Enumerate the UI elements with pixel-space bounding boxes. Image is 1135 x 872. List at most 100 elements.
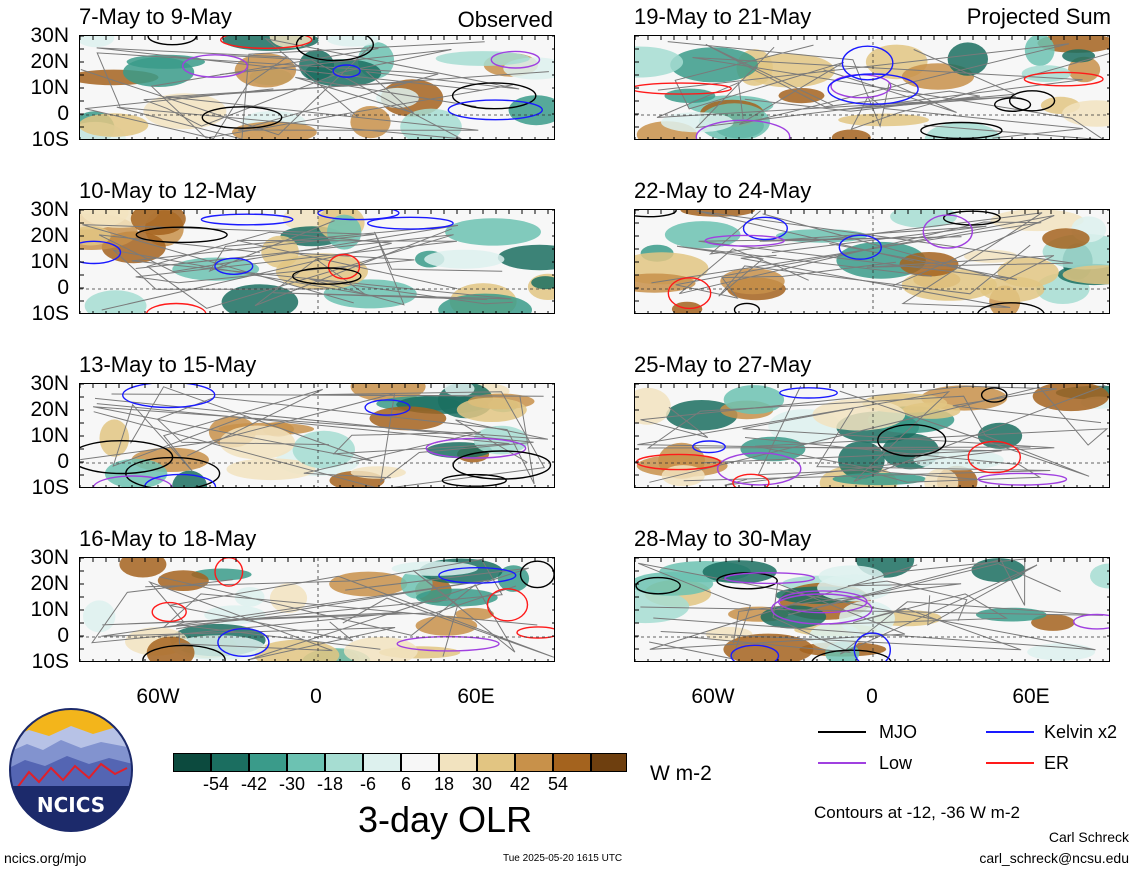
coastline <box>705 44 980 112</box>
map-panel-projected-1 <box>634 35 1110 140</box>
wave-contour <box>811 649 892 661</box>
olr-negative-anomaly <box>391 561 478 576</box>
coastline <box>660 593 1022 651</box>
olr-negative-anomaly <box>171 635 266 660</box>
coastline <box>696 210 1073 281</box>
olr-positive-anomaly <box>80 113 149 137</box>
colorbar-swatch <box>477 753 515 772</box>
wave-contour <box>704 234 785 247</box>
wave-contour <box>122 384 216 409</box>
footer-timestamp: Tue 2025-05-20 1615 UTC <box>503 853 623 864</box>
map-panel-projected-2 <box>634 209 1110 314</box>
map-panel-observed-1 <box>79 35 555 140</box>
wave-contour <box>214 257 254 275</box>
wave-contour <box>201 106 283 129</box>
wave-contour <box>841 45 894 81</box>
coastline <box>80 46 513 139</box>
olr-positive-anomaly <box>1031 614 1075 631</box>
footer-site-link[interactable]: ncics.org/mjo <box>4 850 87 866</box>
lat-label-eq: 0 <box>57 276 69 299</box>
wave-contour <box>145 302 207 313</box>
olr-negative-anomaly <box>435 51 530 66</box>
panel-title-observed-4: 16-May to 18-May <box>79 526 257 551</box>
wave-contour <box>977 472 1068 486</box>
coastline <box>309 231 513 306</box>
lat-label-10s: 10S <box>31 650 69 673</box>
colorbar-tick: -18 <box>316 774 343 794</box>
olr-negative-anomaly <box>444 384 475 397</box>
olr-negative-anomaly <box>760 605 827 629</box>
olr-positive-anomaly <box>720 268 785 295</box>
coastline <box>93 391 546 487</box>
colorbar-tick: 30 <box>471 774 493 794</box>
coastline <box>640 385 1102 438</box>
wave-contour <box>732 473 770 487</box>
legend-line-er <box>986 762 1034 764</box>
olr-negative-anomaly <box>1027 643 1095 661</box>
lon-label-60e-left: 60E <box>457 685 495 708</box>
colorbar-tick: 42 <box>509 774 531 794</box>
wave-contour <box>1023 71 1104 87</box>
map-panel-observed-4 <box>79 557 555 662</box>
olr-positive-anomaly <box>143 93 227 130</box>
olr-negative-anomaly <box>913 449 1004 471</box>
wave-contour <box>80 440 174 475</box>
olr-positive-anomaly <box>1032 384 1109 412</box>
wave-contour <box>332 64 361 78</box>
coastline <box>135 239 458 290</box>
olr-positive-anomaly <box>838 113 929 127</box>
wave-contour <box>977 302 1045 313</box>
olr-negative-anomaly <box>1090 563 1109 589</box>
map-panel-observed-3 <box>79 383 555 488</box>
olr-positive-anomaly <box>455 607 494 621</box>
ncics-logo[interactable]: NCICS <box>9 708 133 832</box>
wave-contour <box>716 452 802 486</box>
lat-label-eq: 0 <box>57 102 69 125</box>
wave-contour <box>920 121 1003 139</box>
coastline <box>145 558 538 629</box>
lat-label-10n: 10N <box>30 250 69 273</box>
coastline <box>112 388 323 472</box>
panel-title-projected-2: 22-May to 24-May <box>634 178 812 203</box>
panel-tag-observed: Observed <box>457 7 553 32</box>
lat-label-10s: 10S <box>31 302 69 325</box>
footer-email[interactable]: carl_schreck@ncsu.edu <box>979 850 1129 866</box>
lon-label-0-left: 0 <box>310 685 322 708</box>
colorbar-units: W m-2 <box>650 762 712 785</box>
olr-negative-anomaly <box>664 221 741 249</box>
lat-label-20n: 20N <box>30 50 69 73</box>
wave-contour <box>425 437 527 459</box>
olr-negative-anomaly <box>947 42 988 76</box>
footer-author: Carl Schreck <box>1048 829 1129 845</box>
olr-negative-anomaly <box>424 249 505 269</box>
wave-contour <box>151 601 187 623</box>
wave-contour <box>519 560 554 589</box>
lat-label-eq: 0 <box>57 624 69 647</box>
olr-positive-anomaly <box>831 129 871 139</box>
olr-negative-anomaly <box>670 47 758 83</box>
wave-contour <box>441 473 507 487</box>
wave-contour <box>364 399 411 416</box>
wave-contour <box>366 216 454 230</box>
lon-label-60w-left: 60W <box>136 685 180 708</box>
coastline <box>264 37 520 119</box>
lat-label-10n: 10N <box>30 424 69 447</box>
wave-contour <box>733 302 760 313</box>
wave-contour <box>967 440 1021 474</box>
olr-positive-anomaly <box>350 466 406 479</box>
colorbar-tick: -42 <box>240 774 267 794</box>
olr-positive-anomaly <box>778 88 825 104</box>
wave-contour <box>770 593 873 625</box>
wave-contour <box>452 450 552 480</box>
lat-label-20n: 20N <box>30 224 69 247</box>
wave-contour <box>147 36 197 46</box>
lat-label-30n: 30N <box>30 546 69 569</box>
olr-positive-anomaly <box>635 387 671 425</box>
colorbar-swatch <box>553 753 591 772</box>
coastline <box>651 221 1042 295</box>
wave-contour <box>779 387 838 399</box>
colorbar-tick: 18 <box>433 774 455 794</box>
colorbar-swatch <box>591 753 627 772</box>
olr-negative-anomaly <box>497 244 554 271</box>
wave-contour <box>292 267 362 285</box>
